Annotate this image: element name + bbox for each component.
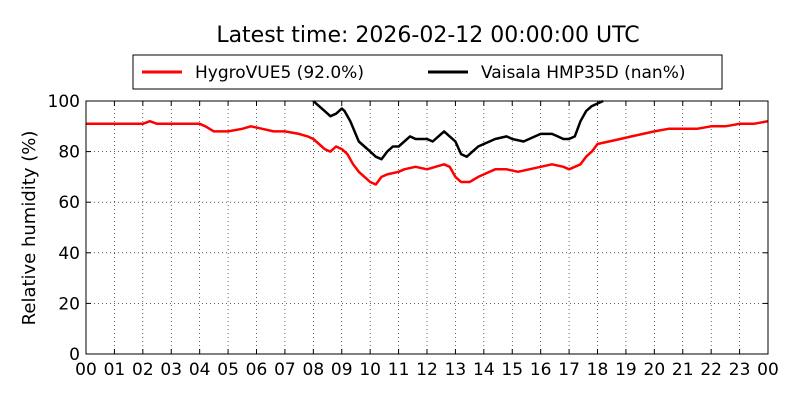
x-tick-label: 00 [75,360,97,380]
series-group [86,99,769,186]
x-tick-labels: 00 01 02 03 04 05 06 07 08 09 10 11 12 13 14 15 16 17 18 19… [75,360,779,380]
legend-label-0: HygroVUE5 (92.0%) [195,63,364,83]
y-tick-label: 80 [58,143,80,163]
x-tick-label: 07 [274,360,296,380]
legend-label-1: Vaisala HMP35D (nan%) [481,63,685,83]
x-tick-label: 08 [303,360,325,380]
x-tick-label: 23 [729,360,751,380]
y-tick-labels: 0 20 40 60 80 100 [48,92,80,365]
x-tick-label: 00 [757,360,779,380]
x-tick-label: 22 [700,360,722,380]
x-tick-label: 10 [359,360,381,380]
x-tick-label: 03 [160,360,182,380]
x-tick-label: 18 [587,360,609,380]
series-line-1 [312,99,604,161]
x-tick-label: 13 [445,360,467,380]
x-tick-label: 15 [501,360,523,380]
chart-title: Latest time: 2026-02-12 00:00:00 UTC [216,23,639,48]
y-tick-label: 20 [58,294,80,314]
x-tick-label: 01 [104,360,126,380]
legend-box [132,54,723,90]
x-tick-label: 06 [246,360,268,380]
legend: HygroVUE5 (92.0%) Vaisala HMP35D (nan%) [132,54,723,90]
x-tick-label: 05 [217,360,239,380]
x-tick-label: 09 [331,360,353,380]
x-tick-label: 19 [615,360,637,380]
y-tick-label: 0 [69,345,80,365]
x-tick-label: 02 [132,360,154,380]
x-tick-label: 04 [189,360,211,380]
y-tick-label: 40 [58,244,80,264]
x-tick-label: 17 [558,360,580,380]
x-tick-label: 11 [388,360,410,380]
x-tick-label: 21 [672,360,694,380]
series-line-0 [86,119,769,186]
y-axis-label: Relative humidity (%) [19,131,40,326]
y-tick-label: 100 [48,92,80,112]
x-tick-label: 14 [473,360,495,380]
x-tick-label: 20 [644,360,666,380]
y-tick-label: 60 [58,193,80,213]
ticks [85,100,769,355]
x-tick-label: 16 [530,360,552,380]
x-tick-label: 12 [416,360,438,380]
grid [86,101,768,354]
